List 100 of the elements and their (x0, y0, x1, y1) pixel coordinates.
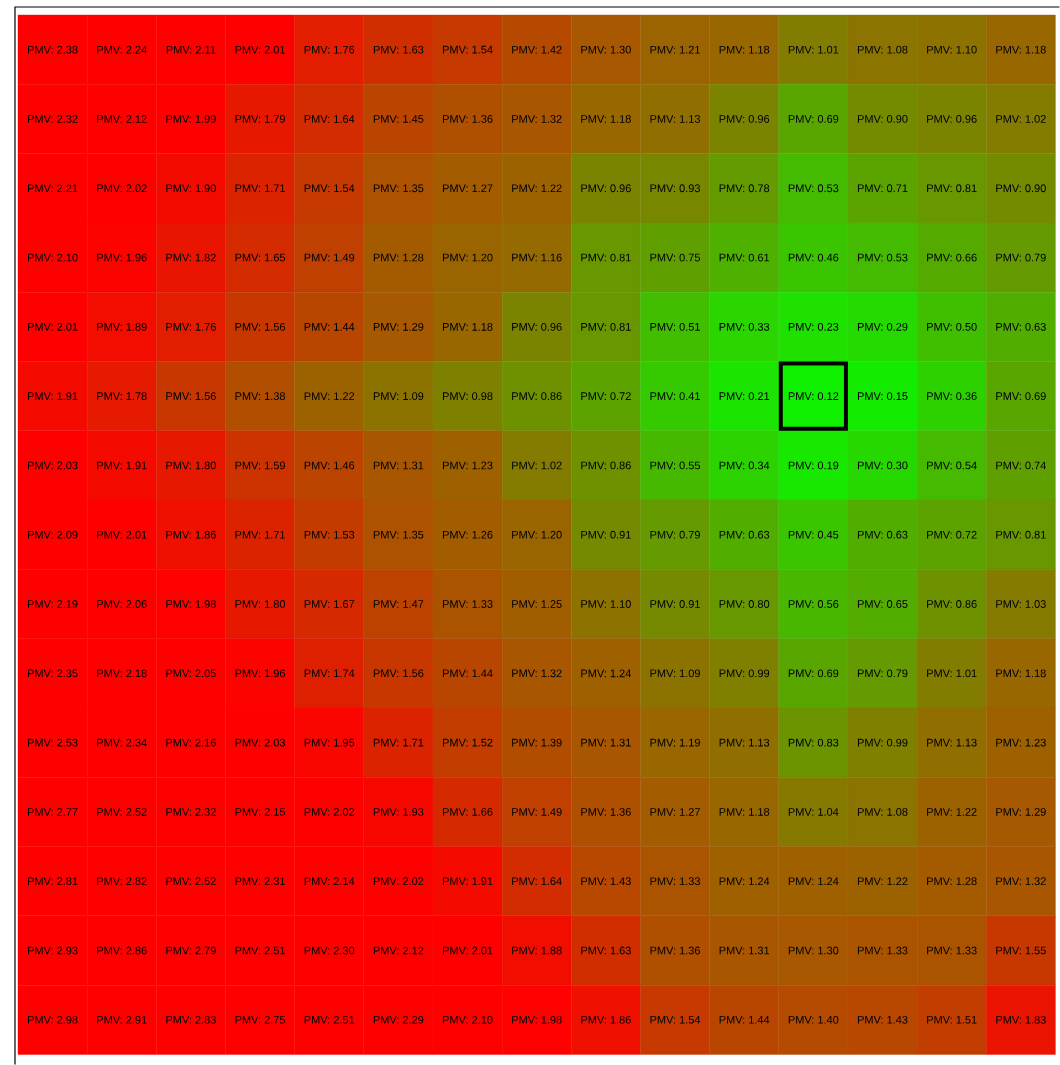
data-label: PMV: 1.89 (97, 322, 147, 331)
data-label: PMV: 1.24 (788, 877, 839, 886)
data-label: PMV: 1.63 (373, 45, 424, 54)
data-label: PMV: 0.98 (442, 392, 493, 401)
data-label: PMV: 0.56 (788, 600, 839, 608)
data-label: PMV: 0.21 (719, 392, 770, 401)
data-label: PMV: 1.53 (304, 530, 355, 539)
data-label: PMV: 2.30 (304, 946, 355, 955)
data-label: PMV: 1.33 (442, 600, 493, 608)
data-label: PMV: 1.01 (927, 669, 977, 678)
data-label: PMV: 1.18 (719, 45, 770, 54)
data-label: PMV: 2.02 (373, 877, 424, 886)
data-label: PMV: 1.44 (304, 323, 355, 331)
data-label: PMV: 1.30 (581, 45, 631, 54)
data-label: PMV: 2.01 (442, 946, 493, 955)
data-label: PMV: 0.54 (927, 461, 977, 470)
data-label: PMV: 0.15 (857, 392, 908, 401)
data-label: PMV: 0.41 (650, 392, 700, 401)
data-label: PMV: 1.16 (512, 253, 562, 262)
data-label: PMV: 2.06 (97, 600, 147, 608)
data-label: PMV: 2.01 (28, 322, 78, 331)
data-label: PMV: 1.47 (373, 600, 424, 608)
data-label: PMV: 1.86 (166, 530, 216, 539)
data-label: PMV: 1.71 (373, 738, 424, 747)
data-label: PMV: 1.49 (512, 808, 562, 816)
data-label: PMV: 2.24 (97, 45, 147, 54)
data-label: PMV: 1.33 (857, 946, 908, 955)
data-label: PMV: 1.33 (927, 946, 977, 955)
data-label: PMV: 2.02 (304, 808, 355, 816)
data-label: PMV: 2.12 (97, 115, 147, 123)
data-label: PMV: 1.63 (581, 946, 631, 955)
data-label: PMV: 2.09 (28, 530, 78, 539)
data-label: PMV: 1.27 (650, 808, 700, 816)
data-label: PMV: 1.45 (373, 115, 424, 123)
data-label: PMV: 1.02 (996, 115, 1046, 123)
data-label: PMV: 1.71 (235, 530, 285, 539)
data-label: PMV: 1.78 (97, 392, 147, 401)
data-label: PMV: 1.43 (857, 1015, 908, 1024)
data-label: PMV: 1.20 (512, 530, 562, 539)
data-label: PMV: 1.76 (166, 322, 216, 331)
data-label: PMV: 0.96 (512, 322, 562, 331)
data-label: PMV: 0.19 (788, 461, 839, 470)
data-label: PMV: 1.29 (996, 808, 1046, 816)
data-label: PMV: 1.35 (373, 530, 424, 539)
data-label: PMV: 2.91 (97, 1015, 147, 1024)
data-label: PMV: 1.86 (581, 1015, 631, 1024)
data-label: PMV: 1.18 (996, 45, 1046, 54)
data-label: PMV: 2.29 (373, 1015, 424, 1024)
data-label: PMV: 0.93 (650, 184, 700, 193)
data-label: PMV: 0.69 (788, 669, 839, 678)
data-label: PMV: 1.54 (304, 184, 355, 193)
data-label: PMV: 1.18 (719, 808, 770, 816)
data-label: PMV: 0.53 (857, 253, 908, 262)
data-label: PMV: 1.24 (719, 877, 770, 886)
data-label: PMV: 1.56 (166, 392, 216, 401)
data-label: PMV: 1.76 (304, 45, 355, 54)
data-label: PMV: 2.53 (28, 738, 78, 747)
data-label: PMV: 2.51 (235, 946, 285, 955)
data-label: PMV: 1.31 (719, 946, 770, 955)
data-label: PMV: 1.99 (166, 115, 216, 123)
data-label: PMV: 1.65 (235, 253, 286, 262)
data-label: PMV: 1.01 (788, 45, 839, 54)
data-label: PMV: 2.21 (28, 184, 78, 193)
data-label: PMV: 0.53 (788, 184, 839, 193)
data-label: PMV: 1.95 (304, 738, 355, 747)
data-label: PMV: 1.20 (442, 253, 493, 262)
data-label: PMV: 1.03 (996, 600, 1046, 608)
data-label: PMV: 2.32 (28, 115, 78, 123)
data-label: PMV: 1.80 (235, 600, 286, 608)
data-label: PMV: 1.96 (97, 253, 147, 262)
data-label: PMV: 0.50 (927, 322, 977, 331)
data-label: PMV: 2.11 (166, 45, 216, 54)
data-label: PMV: 0.34 (719, 461, 770, 470)
data-label: PMV: 0.61 (719, 253, 770, 262)
data-label: PMV: 1.27 (442, 184, 493, 193)
data-label: PMV: 1.93 (373, 808, 424, 816)
data-label: PMV: 1.25 (512, 600, 562, 608)
data-label: PMV: 2.15 (235, 808, 286, 816)
data-label: PMV: 0.72 (927, 530, 977, 539)
data-label: PMV: 0.81 (927, 184, 977, 193)
data-label: PMV: 1.10 (927, 45, 977, 54)
data-label: PMV: 0.23 (788, 322, 839, 331)
data-label: PMV: 1.90 (166, 184, 216, 193)
data-label: PMV: 0.74 (996, 461, 1046, 470)
data-label: PMV: 0.72 (581, 392, 631, 401)
data-label: PMV: 1.08 (857, 808, 908, 816)
data-label: PMV: 2.86 (97, 946, 147, 955)
data-label: PMV: 1.04 (788, 808, 839, 816)
data-label: PMV: 2.82 (97, 877, 147, 886)
data-label: PMV: 1.19 (650, 738, 700, 747)
data-label: PMV: 1.21 (650, 45, 700, 54)
data-label: PMV: 1.36 (650, 946, 700, 955)
data-label: PMV: 0.90 (857, 115, 908, 123)
data-label: PMV: 0.51 (650, 322, 700, 331)
data-label: PMV: 1.22 (927, 808, 977, 816)
data-label: PMV: 0.86 (927, 600, 977, 608)
data-label: PMV: 1.31 (581, 738, 631, 747)
data-label: PMV: 1.28 (373, 253, 424, 262)
data-label: PMV: 1.91 (97, 461, 147, 470)
data-label: PMV: 0.83 (788, 738, 839, 747)
